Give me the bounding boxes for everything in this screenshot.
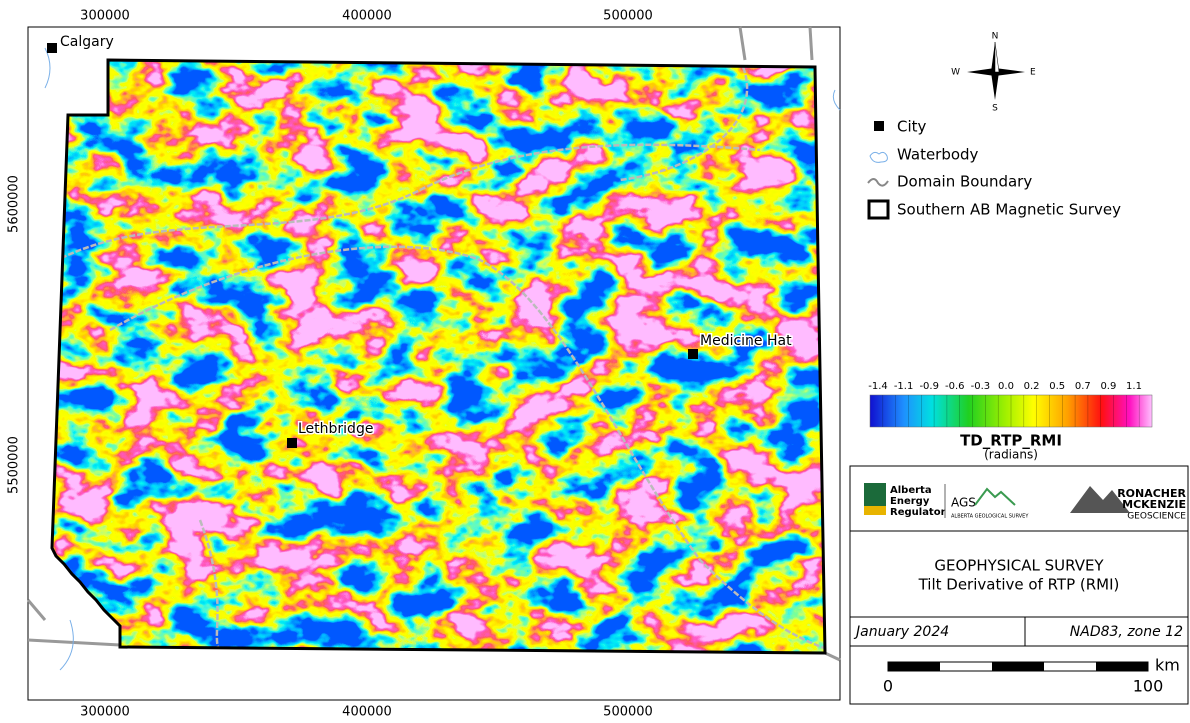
scale-bar: 0 100 km bbox=[883, 656, 1180, 696]
compass-label: E bbox=[1030, 68, 1036, 78]
legend-symbol bbox=[874, 121, 884, 131]
x-label: 300000 bbox=[80, 705, 130, 720]
colorbar-tick-label: 0.0 bbox=[998, 381, 1014, 392]
scale-unit: km bbox=[1155, 656, 1180, 675]
city-label: Calgary bbox=[60, 34, 114, 50]
legend-symbol bbox=[869, 201, 888, 218]
city-label: Lethbridge bbox=[298, 421, 373, 437]
compass-label: W bbox=[951, 68, 960, 78]
logo-text: Alberta bbox=[890, 485, 932, 496]
logo-text: Regulator bbox=[890, 507, 946, 518]
x-label: 500000 bbox=[603, 9, 653, 24]
colorbar-tick-label: -0.3 bbox=[971, 381, 991, 392]
legend-symbol bbox=[868, 179, 888, 186]
map-title: GEOPHYSICAL SURVEY bbox=[934, 557, 1104, 575]
city-marker bbox=[688, 349, 698, 359]
logo-text: Energy bbox=[890, 496, 930, 507]
colorbar-tick-label: 1.1 bbox=[1126, 381, 1142, 392]
compass-label: S bbox=[992, 104, 998, 114]
logo-text: ALBERTA GEOLOGICAL SURVEY bbox=[951, 514, 1029, 520]
scale-label: 100 bbox=[1133, 677, 1164, 696]
legend: City Waterbody Domain Boundary Southern … bbox=[868, 118, 1121, 219]
y-label: 5600000 bbox=[7, 175, 22, 233]
colorbar-tick-label: 0.2 bbox=[1024, 381, 1040, 392]
city-marker bbox=[287, 438, 297, 448]
colorbar-tick-label: 0.7 bbox=[1075, 381, 1091, 392]
page: Calgary Medicine Hat Lethbridge 300000 4… bbox=[0, 0, 1190, 723]
colorbar-units: (radians) bbox=[984, 448, 1038, 462]
colorbar-tick-label: -1.4 bbox=[868, 381, 888, 392]
logo-text: GEOSCIENCE bbox=[1127, 512, 1186, 522]
colorbar-tick-label: -1.1 bbox=[894, 381, 914, 392]
north-arrow: N E S W bbox=[951, 32, 1036, 114]
colorbar-tick-label: 0.5 bbox=[1049, 381, 1065, 392]
x-label: 300000 bbox=[80, 9, 130, 24]
legend-label: Southern AB Magnetic Survey bbox=[897, 201, 1121, 219]
survey-grid bbox=[40, 55, 840, 655]
logo-text: AGS bbox=[951, 496, 976, 510]
scale-label: 0 bbox=[883, 677, 893, 696]
colorbar-tick-label: 0.9 bbox=[1100, 381, 1116, 392]
map-subtitle: Tilt Derivative of RTP (RMI) bbox=[918, 576, 1120, 594]
colorbar-tick-label: -0.6 bbox=[945, 381, 965, 392]
x-label: 500000 bbox=[603, 705, 653, 720]
legend-label: Waterbody bbox=[897, 146, 979, 164]
projection: NAD83, zone 12 bbox=[1070, 624, 1183, 640]
x-label: 400000 bbox=[342, 9, 392, 24]
legend-label: City bbox=[897, 118, 927, 136]
legend-symbol bbox=[870, 152, 887, 162]
legend-label: Domain Boundary bbox=[897, 173, 1032, 191]
x-label: 400000 bbox=[342, 705, 392, 720]
colorbar: TD_RTP_RMI (radians) -1.4-1.1-0.9-0.6-0.… bbox=[868, 381, 1152, 462]
date: January 2024 bbox=[853, 624, 949, 640]
logos: Alberta Energy Regulator AGS ALBERTA GEO… bbox=[864, 483, 1187, 522]
colorbar-tick-label: -0.9 bbox=[919, 381, 939, 392]
compass-label: N bbox=[992, 32, 999, 42]
logo-text: MCKENZIE bbox=[1122, 498, 1186, 511]
city-label: Medicine Hat bbox=[700, 333, 792, 349]
y-label: 5500000 bbox=[7, 436, 22, 494]
map: Calgary Medicine Hat Lethbridge bbox=[28, 27, 840, 700]
city-marker bbox=[47, 43, 57, 53]
